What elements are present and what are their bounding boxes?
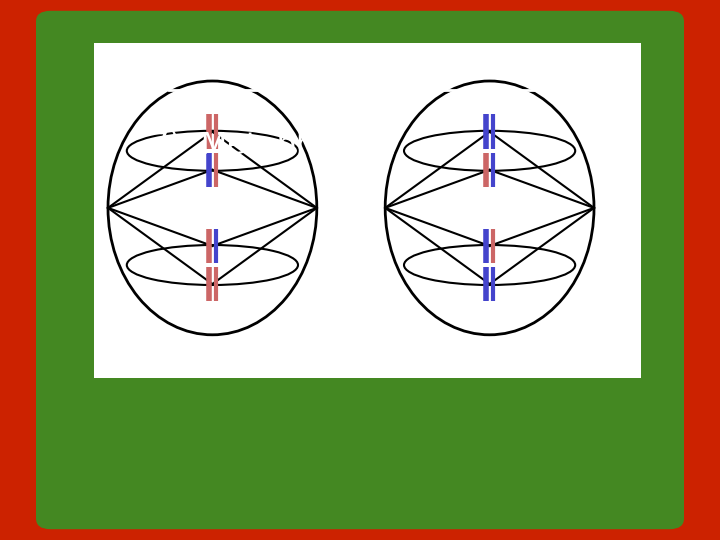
Text: 7)  Metaphase II: 7) Metaphase II bbox=[150, 131, 397, 160]
Bar bbox=[94, 43, 641, 378]
Text: Steps of Meiosis: Steps of Meiosis bbox=[181, 46, 539, 84]
FancyBboxPatch shape bbox=[36, 11, 684, 529]
